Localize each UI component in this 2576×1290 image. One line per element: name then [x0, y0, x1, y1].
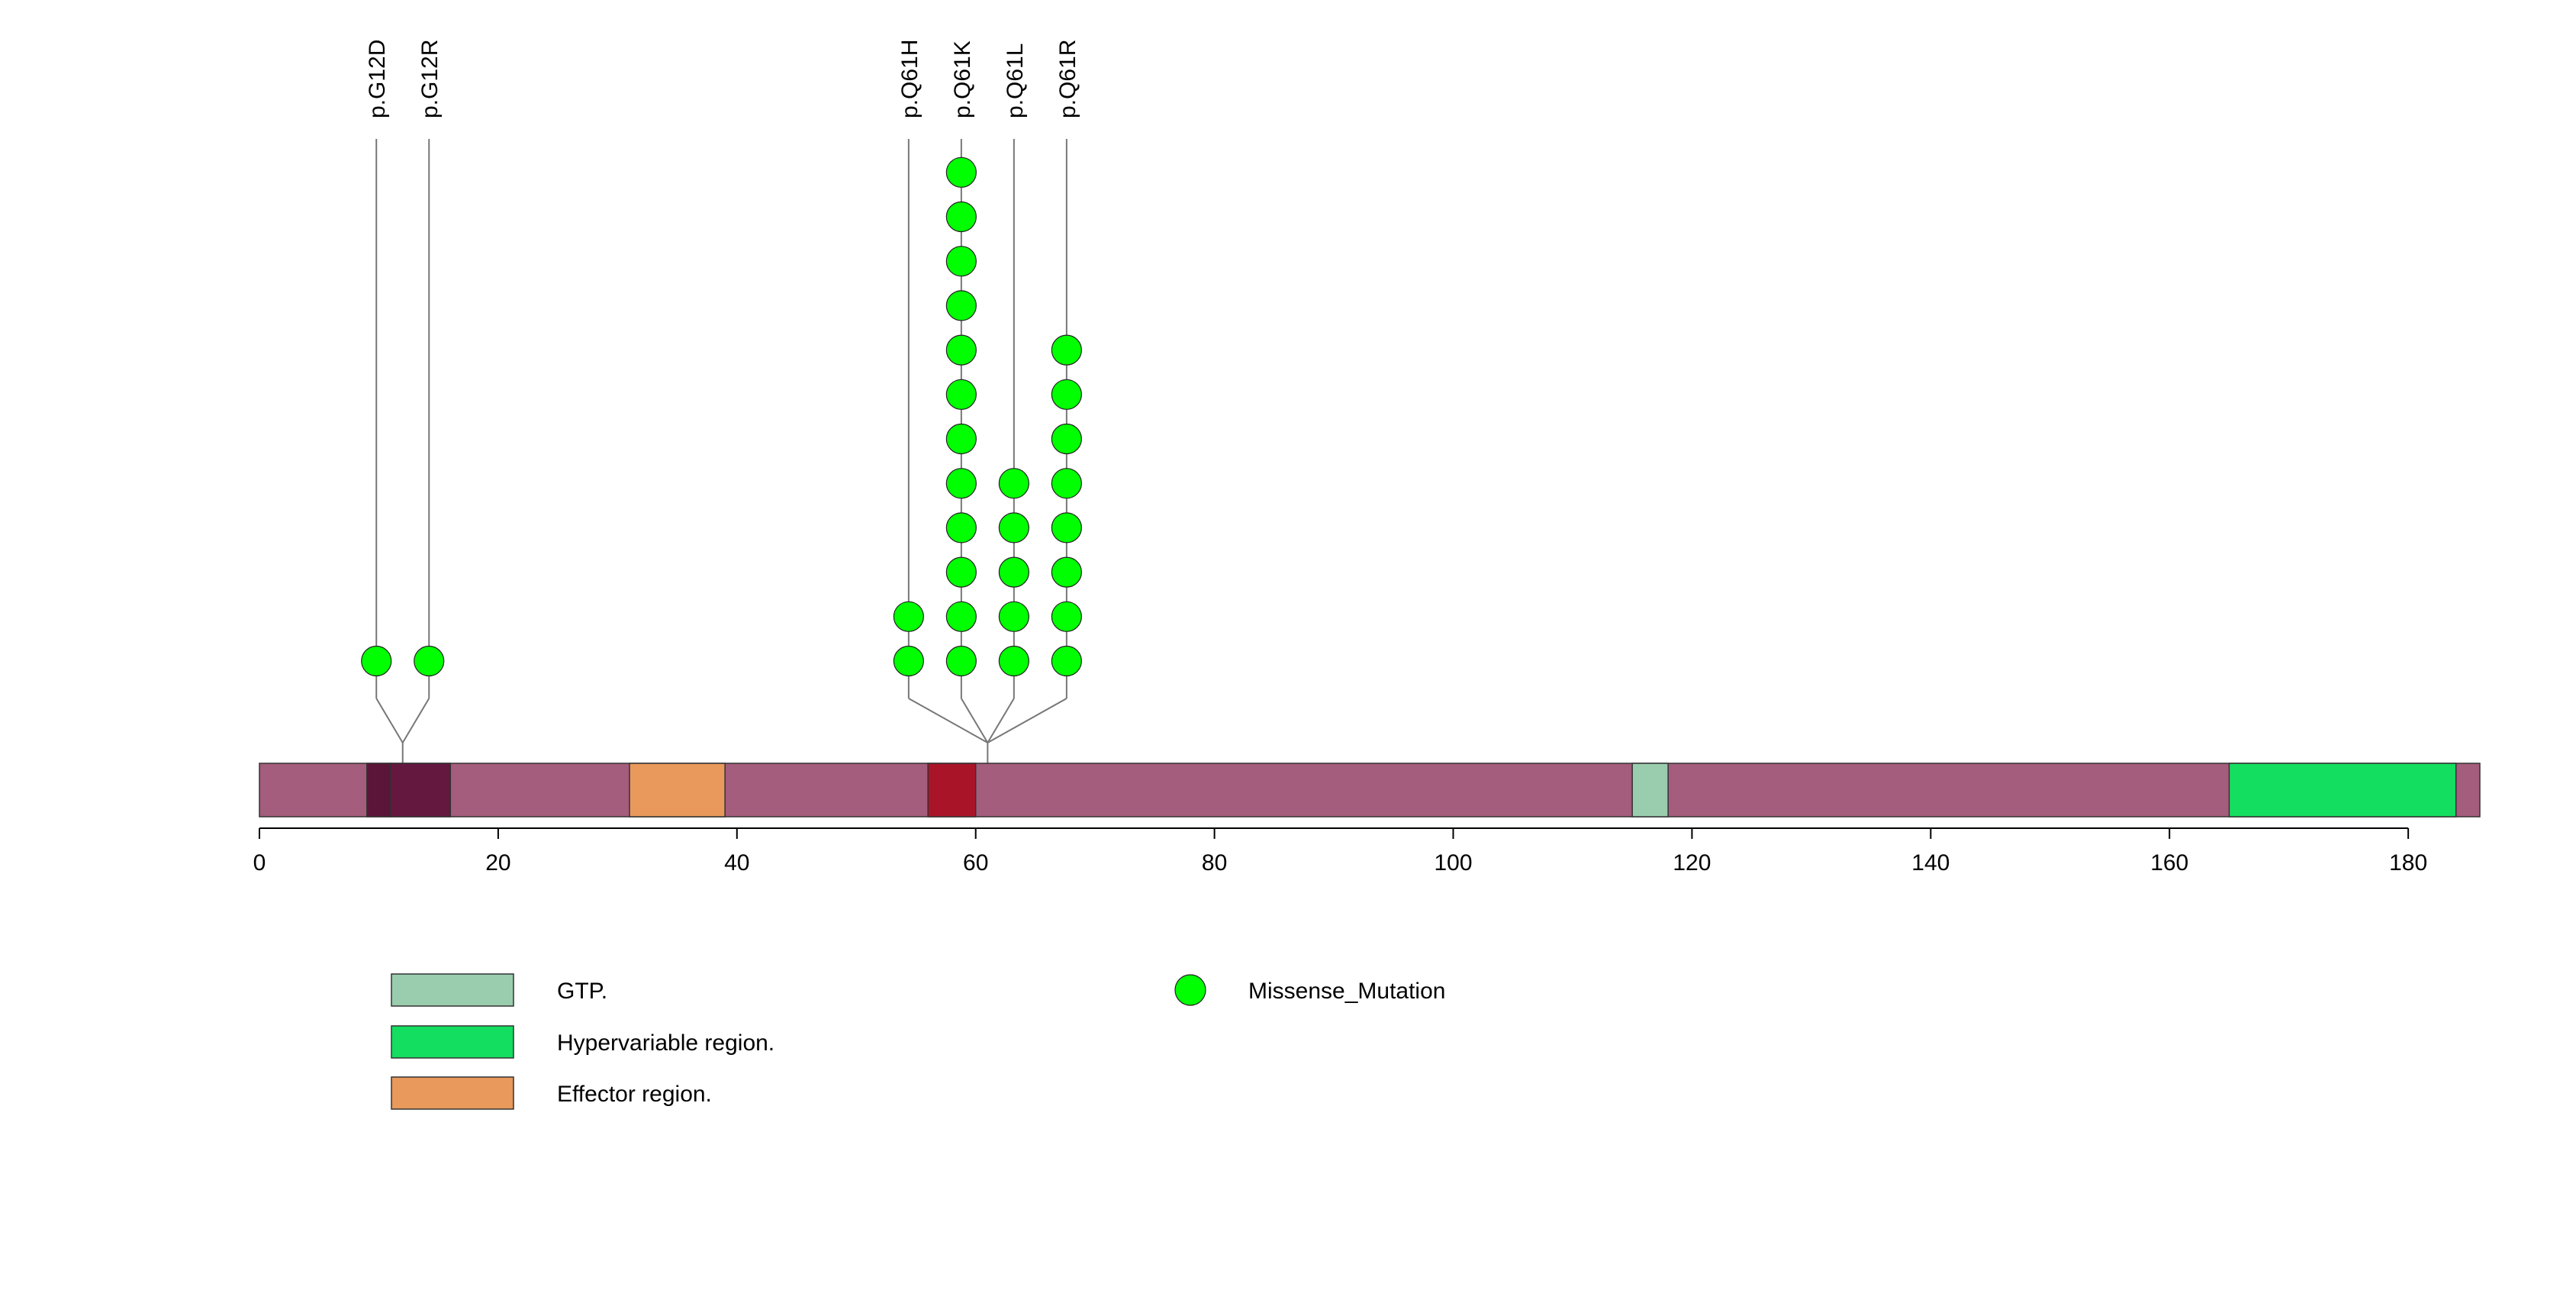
mutation-connector-lines [375, 698, 1067, 763]
connector-0 [375, 698, 404, 743]
legend-swatch-1 [391, 1025, 514, 1059]
mutation-dot-5-0 [1051, 645, 1082, 677]
legend-mutation-label-0: Missense_Mutation [1248, 979, 1445, 1004]
axis-tick-label-40: 40 [724, 850, 749, 876]
mutation-dot-3-3 [945, 512, 977, 543]
mutation-dot-3-8 [945, 290, 977, 321]
mutation-dot-5-4 [1051, 468, 1082, 499]
domain-5 [2228, 763, 2457, 818]
mutation-dot-4-1 [998, 601, 1029, 632]
mutation-dot-3-7 [945, 334, 977, 366]
connector-1 [401, 698, 430, 743]
axis-tick-label-160: 160 [2150, 850, 2188, 876]
axis-tick-label-180: 180 [2389, 850, 2427, 876]
legend: GTP. Hypervariable region. Effector region… [391, 973, 1445, 1110]
protein-backbone-group [259, 763, 2481, 818]
mutation-label-1: p.G12R [417, 40, 443, 118]
mutation-dot-3-11 [945, 156, 977, 188]
axis-tick-label-100: 100 [1434, 850, 1472, 876]
connector-4 [987, 698, 1015, 743]
legend-label-2: Effector region. [557, 1082, 712, 1107]
legend-label-1: Hypervariable region. [557, 1030, 774, 1056]
connector-3 [960, 698, 989, 743]
mutation-dot-3-10 [945, 201, 977, 233]
mutation-dot-3-4 [945, 468, 977, 499]
mutation-dot-0-0 [361, 645, 392, 677]
mutation-label-3: p.Q61K [950, 40, 975, 118]
mutation-dot-5-6 [1051, 379, 1082, 410]
domain-1 [390, 763, 452, 818]
domain-3 [927, 763, 977, 818]
mutation-dot-3-0 [945, 645, 977, 677]
connector-2 [908, 698, 988, 743]
legend-swatch-2 [391, 1076, 514, 1110]
domain-2 [629, 763, 726, 818]
mutation-dot-4-0 [998, 645, 1029, 677]
mutation-dot-3-6 [945, 379, 977, 410]
axis-tick-label-0: 0 [253, 850, 266, 876]
protein-backbone [259, 763, 2481, 818]
domain-4 [1631, 763, 1669, 818]
axis-tick-label-120: 120 [1673, 850, 1711, 876]
mutation-dot-4-3 [998, 512, 1029, 543]
axis-tick-label-20: 20 [485, 850, 510, 876]
mutation-dot-3-5 [945, 423, 977, 455]
mutation-dot-3-1 [945, 601, 977, 632]
axis-tick-label-60: 60 [963, 850, 988, 876]
mutation-label-5: p.Q61R [1055, 40, 1080, 118]
legend-swatch-0 [391, 973, 514, 1007]
mutation-dot-2-0 [893, 645, 924, 677]
mutation-dot-5-7 [1051, 334, 1082, 366]
mutation-stems: p.G12D p.G12R p.Q61H p.Q61K p.Q61L p.Q61R [361, 40, 1082, 698]
domain-0 [366, 763, 391, 818]
axis-tick-label-140: 140 [1911, 850, 1950, 876]
mutation-label-2: p.Q61H [897, 40, 923, 118]
mutation-dot-5-5 [1051, 423, 1082, 455]
mutation-dot-4-2 [998, 556, 1029, 588]
mutation-label-4: p.Q61L [1003, 44, 1028, 118]
mutation-dot-3-9 [945, 246, 977, 277]
axis-tick-label-80: 80 [1202, 850, 1227, 876]
mutation-label-0: p.G12D [365, 40, 390, 118]
mutation-dot-5-1 [1051, 601, 1082, 632]
connector-5 [987, 698, 1067, 743]
legend-label-0: GTP. [557, 979, 607, 1004]
x-axis: 0 20 40 60 80 100 120 140 160 180 [253, 827, 2427, 876]
mutation-dot-5-3 [1051, 512, 1082, 543]
mutation-dot-3-2 [945, 556, 977, 588]
mutation-dot-1-0 [414, 645, 445, 677]
mutation-dot-2-1 [893, 601, 924, 632]
mutation-dot-4-4 [998, 468, 1029, 499]
legend-mutation-dot-0 [1174, 974, 1206, 1006]
mutation-dot-5-2 [1051, 556, 1082, 588]
